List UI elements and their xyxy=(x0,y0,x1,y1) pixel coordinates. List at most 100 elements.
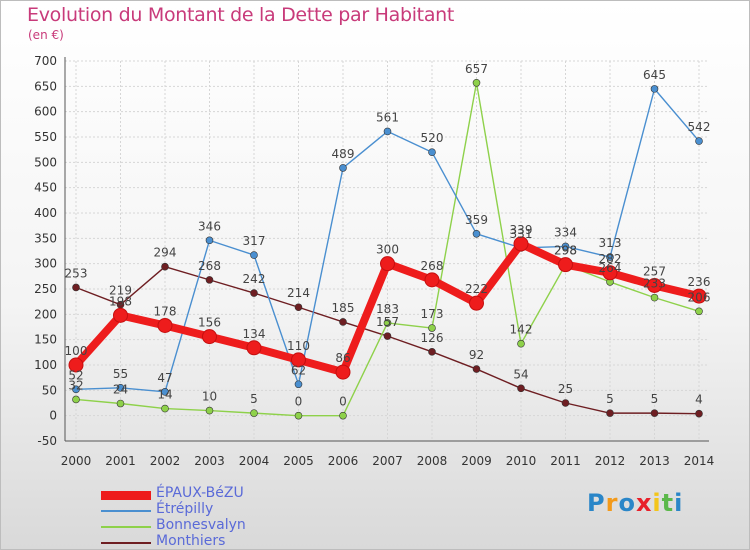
data-point xyxy=(294,380,303,389)
data-point xyxy=(380,256,395,272)
data-point xyxy=(561,242,570,251)
data-point xyxy=(517,384,525,393)
data-label: 62 xyxy=(291,363,306,377)
data-label: 25 xyxy=(558,382,573,396)
data-point xyxy=(113,307,128,323)
data-label: 126 xyxy=(421,331,444,345)
data-label: 294 xyxy=(154,246,177,260)
data-point xyxy=(246,340,262,356)
data-label: 178 xyxy=(154,304,177,318)
data-label: 92 xyxy=(469,348,484,362)
data-label: 5 xyxy=(606,392,614,406)
data-point xyxy=(250,289,258,297)
data-label: 24 xyxy=(113,383,128,397)
data-label: 657 xyxy=(465,62,488,76)
data-label: 313 xyxy=(599,236,622,250)
data-label: 520 xyxy=(421,131,444,145)
data-point xyxy=(695,137,703,145)
data-point xyxy=(335,364,351,380)
logo-letter: i xyxy=(652,489,662,517)
data-label: 52 xyxy=(68,368,83,382)
x-tick-label: 2000 xyxy=(61,454,92,468)
data-point xyxy=(650,409,659,417)
logo-letter: t xyxy=(661,489,675,517)
y-tick-label: 50 xyxy=(42,383,57,397)
data-point xyxy=(294,303,303,312)
y-tick-label: 200 xyxy=(34,307,57,321)
y-tick-label: 450 xyxy=(34,181,57,195)
data-label: 222 xyxy=(465,282,488,296)
data-label: 5 xyxy=(651,392,659,406)
data-label: 264 xyxy=(599,261,622,275)
data-label: 134 xyxy=(243,327,266,341)
data-point xyxy=(695,307,703,316)
y-tick-label: 400 xyxy=(34,206,57,220)
data-point xyxy=(72,385,80,394)
data-label: 219 xyxy=(109,284,132,298)
data-point xyxy=(161,262,169,271)
data-label: 142 xyxy=(510,323,533,337)
data-label: 257 xyxy=(643,264,666,278)
proxiti-logo: Proxiti xyxy=(587,489,683,517)
data-point xyxy=(205,276,214,284)
data-point xyxy=(72,395,80,404)
logo-letter: r xyxy=(605,489,619,517)
data-point xyxy=(517,339,525,348)
y-tick-label: 650 xyxy=(34,79,57,93)
data-point xyxy=(339,411,347,420)
x-tick-label: 2011 xyxy=(550,454,581,468)
data-label: 253 xyxy=(65,266,88,280)
data-label: 489 xyxy=(332,147,355,161)
data-point xyxy=(291,352,306,368)
data-label: 346 xyxy=(198,219,221,233)
data-label: 5 xyxy=(250,392,258,406)
data-label: 300 xyxy=(376,243,399,257)
y-tick-label: 600 xyxy=(34,105,57,119)
data-label: 645 xyxy=(643,68,666,82)
data-label: 14 xyxy=(157,388,172,402)
data-point xyxy=(606,409,614,417)
legend-swatch xyxy=(101,490,151,500)
data-point xyxy=(428,348,436,356)
data-point xyxy=(469,295,484,311)
data-point xyxy=(561,399,570,407)
logo-letter: i xyxy=(674,489,684,517)
x-tick-label: 2008 xyxy=(417,454,448,468)
data-point xyxy=(294,411,303,420)
data-label: 214 xyxy=(287,286,310,300)
x-tick-label: 2009 xyxy=(461,454,492,468)
data-label: 334 xyxy=(554,225,577,239)
data-point xyxy=(472,365,481,373)
data-label: 359 xyxy=(465,213,488,227)
data-point xyxy=(558,257,573,273)
x-tick-label: 2003 xyxy=(194,454,225,468)
data-point xyxy=(472,78,481,87)
data-label: 242 xyxy=(243,272,266,286)
data-label: 298 xyxy=(554,244,577,258)
data-point xyxy=(424,272,440,288)
data-label: 4 xyxy=(695,393,703,407)
data-point xyxy=(116,399,125,408)
data-point xyxy=(428,148,436,156)
data-point xyxy=(650,293,659,302)
data-label: 157 xyxy=(376,315,399,329)
x-tick-label: 2004 xyxy=(239,454,270,468)
data-point xyxy=(161,388,169,396)
data-point xyxy=(428,324,436,332)
data-label: 183 xyxy=(376,302,399,316)
y-tick-label: 300 xyxy=(34,257,57,271)
data-point xyxy=(383,127,392,136)
data-label: 198 xyxy=(109,294,132,308)
data-label: 86 xyxy=(335,351,350,365)
data-point xyxy=(695,409,703,418)
x-tick-label: 2012 xyxy=(595,454,626,468)
x-tick-label: 2010 xyxy=(506,454,537,468)
x-tick-label: 2013 xyxy=(639,454,670,468)
data-label: 156 xyxy=(198,316,221,330)
data-point xyxy=(606,253,614,261)
data-point xyxy=(68,357,84,373)
data-label: 32 xyxy=(68,378,83,392)
logo-letter: P xyxy=(587,489,606,517)
